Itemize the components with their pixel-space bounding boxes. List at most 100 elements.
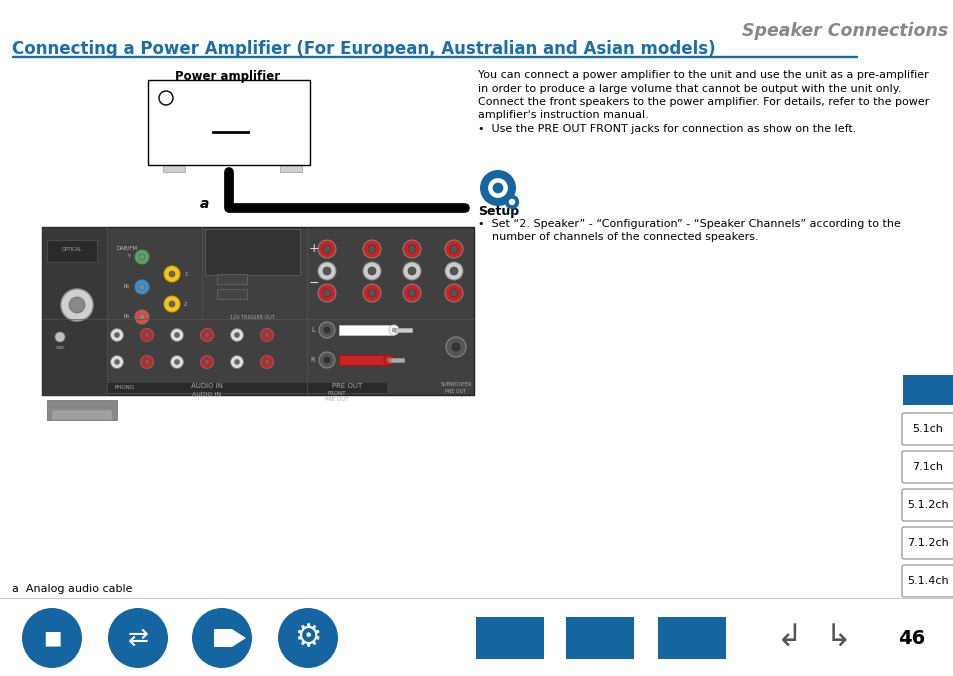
Bar [148,80,310,165]
Text: Y: Y [127,254,130,260]
FancyBboxPatch shape [901,489,953,521]
Circle shape [488,178,507,198]
Circle shape [171,356,183,368]
Circle shape [164,296,180,312]
Circle shape [402,262,420,280]
Text: +: + [309,243,319,256]
Circle shape [111,329,123,341]
Text: 7.1.2ch: 7.1.2ch [906,538,948,548]
Text: You can connect a power amplifier to the unit and use the unit as a pre-amplifie: You can connect a power amplifier to the… [477,70,928,80]
Circle shape [174,360,179,364]
Circle shape [55,332,65,342]
Circle shape [204,360,210,364]
FancyBboxPatch shape [901,413,953,445]
Text: 1: 1 [184,272,188,276]
Text: DAB/FM: DAB/FM [116,245,137,250]
Circle shape [317,262,335,280]
Text: GND: GND [55,346,65,350]
Bar [476,617,543,659]
Text: 2: 2 [184,301,188,306]
Circle shape [139,284,145,290]
Circle shape [231,356,243,368]
Bar [42,227,474,395]
Circle shape [368,289,375,297]
FancyBboxPatch shape [495,171,500,177]
FancyBboxPatch shape [901,527,953,559]
FancyBboxPatch shape [901,565,953,597]
Text: −: − [309,276,319,289]
Text: Setup: Setup [477,205,518,218]
Bar [47,240,97,262]
Circle shape [444,240,462,258]
Bar [658,617,725,659]
Circle shape [135,310,149,324]
Circle shape [144,333,150,337]
Text: 5.1.4ch: 5.1.4ch [906,576,948,586]
Circle shape [169,271,174,277]
Circle shape [192,608,252,668]
Circle shape [318,322,335,338]
Circle shape [444,262,462,280]
Circle shape [452,343,459,351]
Text: Pb: Pb [124,285,130,289]
Circle shape [169,301,174,307]
Circle shape [200,356,213,368]
Circle shape [392,328,395,332]
Circle shape [135,250,149,264]
Circle shape [174,333,179,337]
Circle shape [368,267,375,275]
Text: Connect the front speakers to the power amplifier. For details, refer to the pow: Connect the front speakers to the power … [477,97,928,107]
Circle shape [164,266,180,282]
Circle shape [384,355,394,365]
Text: Connecting a Power Amplifier (For European, Australian and Asian models): Connecting a Power Amplifier (For Europe… [12,40,715,58]
FancyArrow shape [213,629,246,647]
Text: a  Analog audio cable: a Analog audio cable [12,584,132,594]
Bar [42,227,107,395]
Circle shape [108,608,168,668]
Circle shape [324,327,330,333]
Circle shape [408,245,416,253]
Circle shape [402,240,420,258]
Text: 46: 46 [898,629,924,648]
Circle shape [450,267,457,275]
Circle shape [260,356,274,368]
Circle shape [508,199,515,206]
Text: amplifier's instruction manual.: amplifier's instruction manual. [477,110,648,120]
Text: in order to produce a large volume that cannot be output with the unit only.: in order to produce a large volume that … [477,84,901,93]
Circle shape [323,267,331,275]
Circle shape [363,240,380,258]
Text: 5.1ch: 5.1ch [912,424,943,434]
Circle shape [264,360,269,364]
Circle shape [159,91,172,105]
Text: Pb: Pb [124,314,130,320]
Text: PHONO: PHONO [115,385,135,390]
FancyBboxPatch shape [495,199,500,205]
Circle shape [479,170,516,206]
Bar [107,383,307,393]
Circle shape [114,360,119,364]
FancyBboxPatch shape [504,195,511,201]
FancyBboxPatch shape [901,451,953,483]
Bar [47,400,117,420]
Text: L: L [311,327,314,333]
Circle shape [111,356,123,368]
Text: ■: ■ [43,629,61,648]
Text: 12V TRIGGER OUT: 12V TRIGGER OUT [230,315,274,320]
Circle shape [171,329,183,341]
Circle shape [363,284,380,302]
Circle shape [140,356,153,368]
FancyBboxPatch shape [504,175,511,181]
Text: AUDIO IN: AUDIO IN [191,383,223,389]
Bar [280,166,302,172]
Text: Speaker Connections: Speaker Connections [741,22,947,40]
Circle shape [450,289,457,297]
Bar [338,355,389,365]
Text: •  Set “2. Speaker” - “Configuration” - “Speaker Channels” according to the: • Set “2. Speaker” - “Configuration” - “… [477,219,900,229]
Bar [307,383,387,393]
Text: SUBWOOFER: SUBWOOFER [439,382,471,387]
Bar [216,274,247,284]
Circle shape [61,289,92,321]
Circle shape [231,329,243,341]
Bar [163,166,185,172]
Text: R: R [310,357,314,363]
